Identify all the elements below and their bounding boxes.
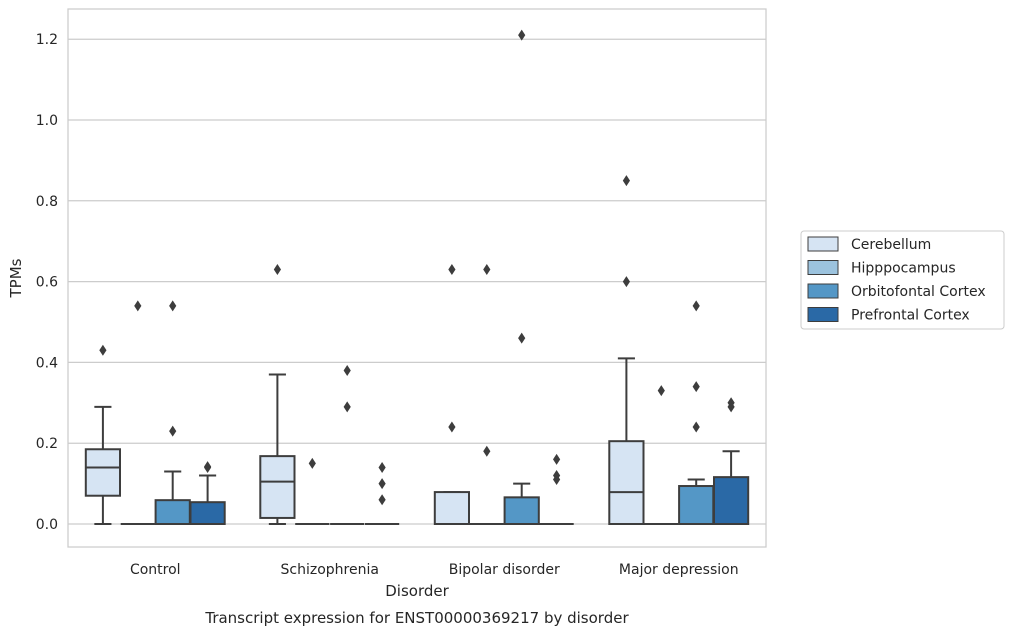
outlier-point: [553, 470, 561, 482]
y-tick-label: 0.0: [36, 517, 58, 533]
box-cerebellum: [608, 175, 645, 525]
outlier-point: [169, 300, 177, 312]
outlier-point: [378, 494, 386, 506]
box-prefrontal-cortex: [189, 461, 226, 525]
outlier-point: [273, 263, 281, 275]
y-tick-label: 0.4: [36, 355, 58, 371]
box-cerebellum: [259, 263, 296, 525]
outlier-point: [204, 461, 212, 473]
box-layer: [84, 29, 750, 526]
legend-frame: [800, 230, 1005, 330]
legend-label: Prefrontal Cortex: [851, 308, 970, 324]
outlier-point: [483, 263, 491, 275]
legend-swatch: [807, 260, 839, 275]
outlier-point: [483, 445, 491, 457]
outlier-point: [518, 332, 526, 344]
outlier-point: [448, 263, 456, 275]
x-axis-label: Disorder: [385, 582, 449, 600]
box-rect: [259, 455, 296, 519]
outlier-point: [448, 421, 456, 433]
plot-area-frame: [67, 8, 767, 548]
box-rect: [712, 476, 750, 525]
box-prefrontal-cortex: [712, 397, 750, 525]
outlier-point: [169, 425, 177, 437]
y-tick-label: 0.8: [36, 194, 58, 210]
x-tick-labels: Control Schizophrenia Bipolar disorder Majo…: [130, 562, 739, 578]
outlier-point: [378, 478, 386, 490]
legend-swatch: [807, 283, 839, 299]
box-rect: [503, 496, 540, 525]
legend-items: Cerebellum Hipppocampus Orbitofontal Corte…: [807, 236, 986, 324]
box-cerebellum: [433, 263, 471, 526]
box-rect: [189, 501, 226, 525]
box-orbitofontal-cortex: [154, 300, 191, 526]
y-axis-label: TPMs: [7, 258, 25, 298]
y-grid: [68, 38, 766, 525]
box-rect: [433, 491, 471, 526]
box-orbitofontal-cortex: [678, 300, 715, 525]
outlier-point: [99, 344, 107, 356]
outlier-point: [622, 276, 630, 288]
x-tick-label: Schizophrenia: [281, 562, 379, 578]
outlier-point: [692, 421, 700, 433]
legend-item: Cerebellum: [807, 236, 931, 253]
box-rect: [678, 485, 715, 525]
legend-label: Hipppocampus: [851, 261, 956, 277]
outlier-point: [692, 381, 700, 393]
box-rect: [84, 448, 122, 497]
box-orbitofontal-cortex: [503, 29, 540, 525]
outlier-point: [518, 29, 526, 41]
outlier-point: [134, 300, 142, 312]
box-orbitofontal-cortex: [330, 364, 365, 525]
box-hipppocampus: [295, 457, 330, 525]
legend-item: Prefrontal Cortex: [807, 307, 970, 324]
outlier-point: [622, 175, 630, 187]
outlier-point: [727, 397, 735, 409]
legend-item: Hipppocampus: [807, 260, 956, 277]
outlier-point: [657, 385, 665, 397]
legend-label: Orbitofontal Cortex: [851, 284, 986, 300]
box-prefrontal-cortex: [364, 461, 400, 525]
y-tick-label: 1.2: [36, 32, 58, 48]
box-cerebellum: [84, 344, 122, 525]
legend: Cerebellum Hipppocampus Orbitofontal Corte…: [800, 230, 1005, 330]
y-tick-labels: 0.0 0.2 0.4 0.6 0.8 1.0 1.2: [36, 32, 58, 533]
outlier-point: [553, 453, 561, 465]
y-tick-label: 1.0: [36, 113, 58, 129]
legend-item: Orbitofontal Cortex: [807, 283, 986, 300]
box-rect: [154, 499, 191, 526]
box-rect: [608, 440, 645, 525]
outlier-point: [343, 364, 351, 376]
outlier-point: [343, 401, 351, 413]
x-tick-label: Major depression: [619, 562, 739, 578]
outlier-point: [378, 461, 386, 473]
box-hipppocampus: [644, 385, 679, 525]
outlier-point: [308, 457, 316, 469]
box-hipppocampus: [469, 263, 504, 525]
y-tick-label: 0.2: [36, 436, 58, 452]
y-tick-label: 0.6: [36, 275, 58, 291]
legend-swatch: [807, 307, 839, 322]
outlier-point: [692, 300, 700, 312]
box-hipppocampus: [120, 300, 155, 525]
x-tick-label: Bipolar disorder: [449, 562, 560, 578]
legend-swatch: [807, 236, 839, 252]
x-tick-label: Control: [130, 562, 181, 578]
chart-caption: Transcript expression for ENST0000036921…: [204, 609, 629, 627]
box-prefrontal-cortex: [539, 453, 574, 525]
legend-label: Cerebellum: [851, 237, 931, 253]
